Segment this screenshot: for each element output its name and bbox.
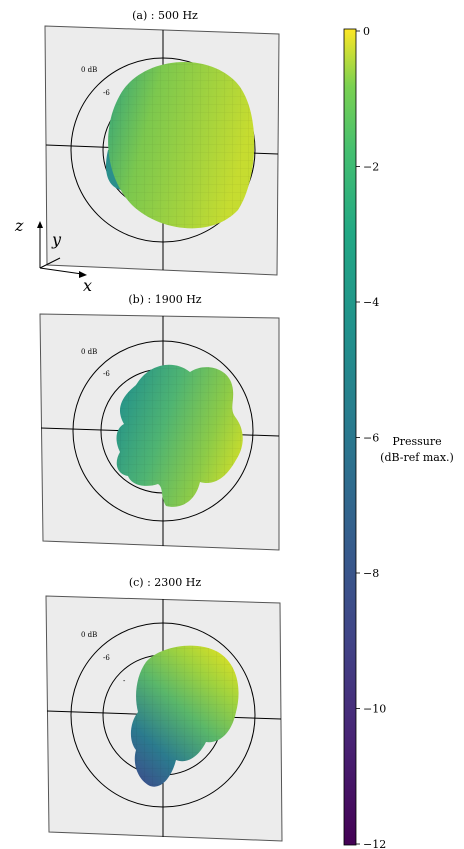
colorbar-tick-label: −6 [363,432,379,445]
panel-a: (a) : 500 Hz 0 dB -6 [44,9,280,276]
colorbar: 0 −2 −4 −6 −8 −10 −12 Pressure (dB-ref max.) [343,25,454,849]
colorbar-tick-label: 0 [363,25,370,38]
panel-a-ring-label-6db: -6 [103,89,110,97]
panel-a-title: (a) : 500 Hz [132,9,198,22]
panel-c-ring-label-0db: 0 dB [81,631,97,639]
panel-b-ring-0db [72,340,254,522]
colorbar-ticks: 0 −2 −4 −6 −8 −10 −12 [356,25,386,849]
colorbar-tick-label: −12 [363,838,386,849]
colorbar-tick-label: −10 [363,703,386,716]
axis-x-label: x [83,276,92,295]
panel-c-balloon [130,645,239,787]
colorbar-label-line2: (dB-ref max.) [380,451,454,464]
panel-c: (c) : 2300 Hz 0 dB -6 - [45,576,283,842]
panel-c-title: (c) : 2300 Hz [129,576,202,589]
axis-z-label: z [14,216,24,235]
panel-b-balloon [116,364,243,507]
colorbar-tick-label: −8 [363,567,379,580]
axis-triad: z y x [14,216,92,295]
panel-b-ring-label-0db: 0 dB [81,348,97,356]
panel-b-ring-label-6db: -6 [103,370,110,378]
colorbar-gradient [343,28,357,846]
colorbar-label-line1: Pressure [392,435,441,448]
axis-y-label: y [51,230,62,249]
colorbar-tick-label: −2 [363,161,379,174]
panel-b-title: (b) : 1900 Hz [128,293,201,306]
colorbar-tick-label: −4 [363,296,379,309]
panel-a-ring-0db [70,57,256,243]
panel-a-balloon [106,62,255,229]
panel-a-ring-label-0db: 0 dB [81,66,97,74]
panel-b: (b) : 1900 Hz 0 dB -6 [39,293,280,551]
panel-c-ring-label-6db: -6 [103,654,110,662]
panel-c-ring-label-inner: - [123,677,126,685]
panel-c-ring-0db [70,622,256,808]
